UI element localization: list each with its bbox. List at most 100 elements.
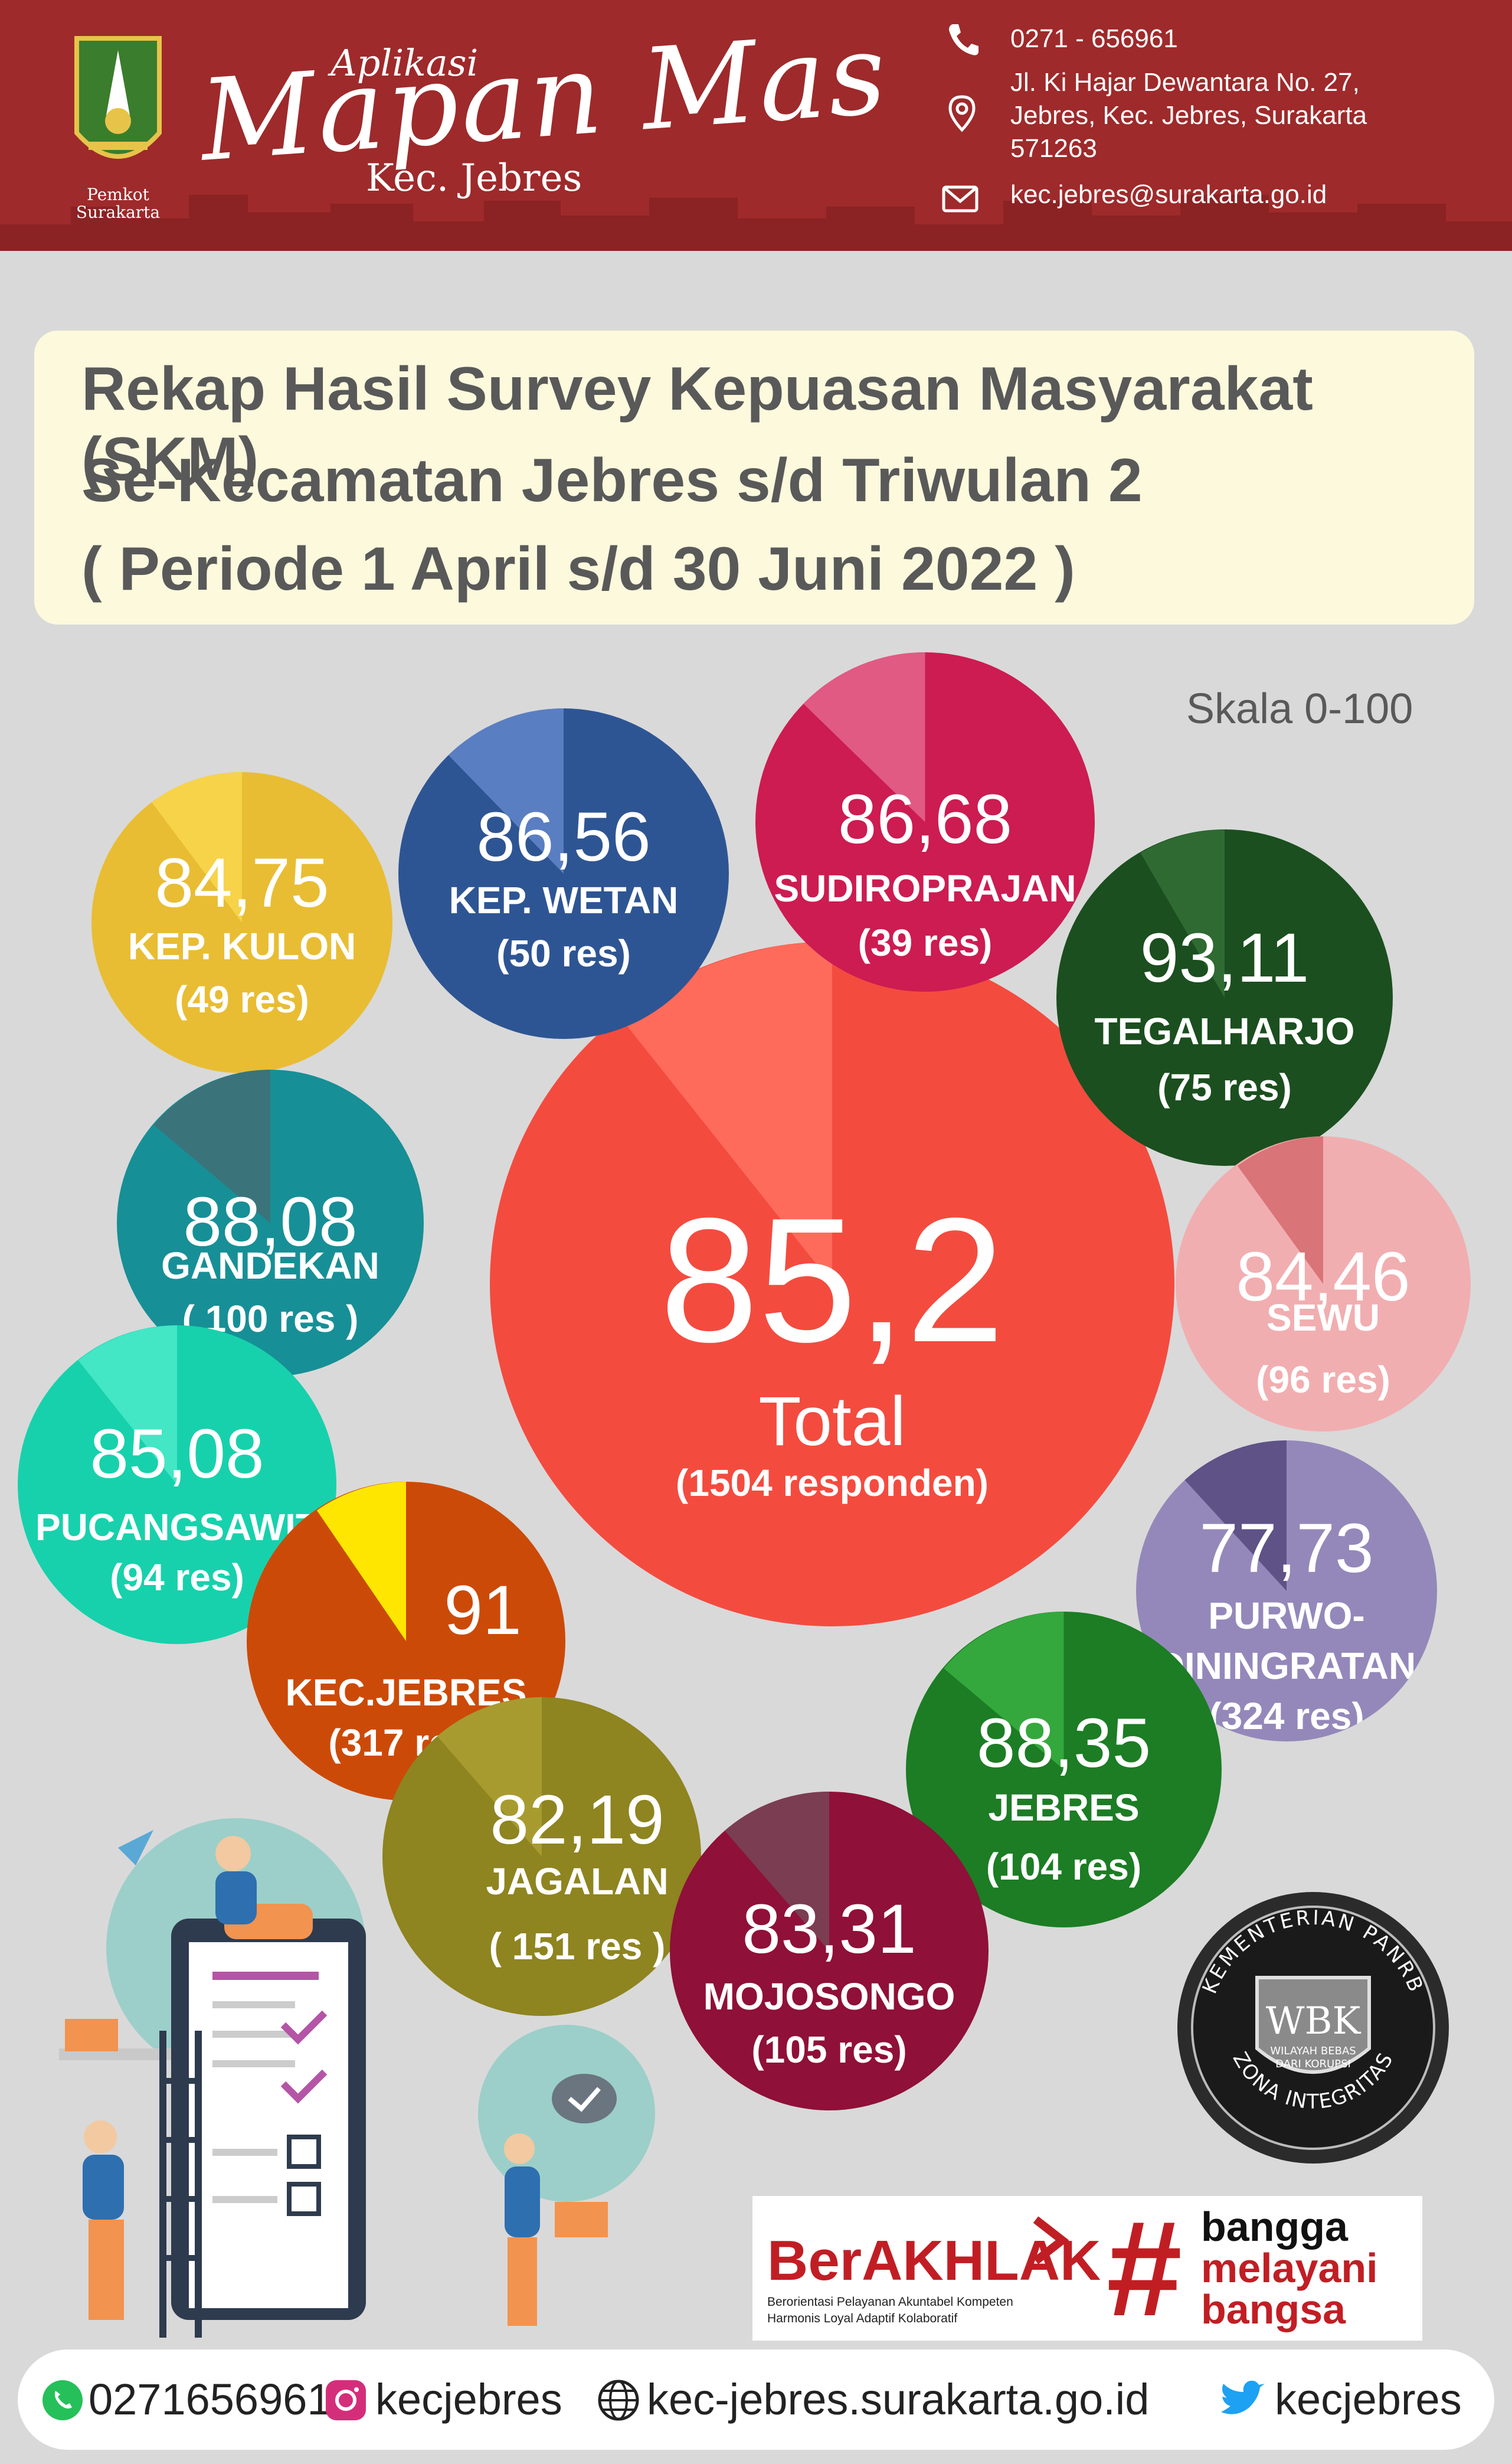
kep-wetan-res: (50 res) — [496, 932, 631, 975]
mojosongo-value: 83,31 — [742, 1890, 917, 1968]
footer-whatsapp[interactable]: 0271656961 — [89, 2375, 332, 2424]
purwodiningratan-res: (324 res) — [1209, 1695, 1364, 1737]
jebres-slice — [944, 1612, 1064, 1770]
kec-jebres-slice — [316, 1482, 406, 1641]
jebres-res: (104 res) — [986, 1845, 1142, 1888]
phone-number: 0271 - 656961 — [1010, 24, 1178, 53]
kep-kulon-value: 84,75 — [155, 844, 329, 922]
sewu-slice — [1238, 1136, 1323, 1284]
total-label: Total — [758, 1383, 906, 1460]
footer-website[interactable]: kec-jebres.surakarta.go.id — [647, 2375, 1150, 2424]
scale-note: Skala 0-100 — [1186, 685, 1413, 733]
pucangsawit-label: PUCANGSAWIT — [35, 1506, 319, 1548]
bubble-jagalan: 82,19 JAGALAN ( 151 res ) — [382, 1697, 701, 2016]
phone-icon — [949, 24, 978, 55]
kep-wetan-slice — [448, 708, 564, 874]
gandekan-slice — [153, 1070, 270, 1223]
crest-label-line2: Surakarta — [76, 202, 161, 222]
footer-instagram[interactable]: kecjebres — [375, 2375, 562, 2424]
survey-illustration — [59, 1818, 655, 2338]
berakhlak-tagline-2: Harmonis Loyal Adaptif Kolaboratif — [767, 2312, 958, 2325]
berakhlak-tagline-1: Berorientasi Pelayanan Akuntabel Kompete… — [767, 2295, 1013, 2309]
bangga-hash: # — [1107, 2192, 1182, 2344]
bubble-sewu: 84,46 SEWU (96 res) — [1176, 1136, 1471, 1432]
jagalan-label: JAGALAN — [486, 1860, 669, 1903]
berakhlak-chevron-icon — [1033, 2216, 1069, 2264]
jebres-value: 88,35 — [976, 1704, 1151, 1782]
kec-jebres-value: 91 — [444, 1571, 522, 1649]
wbk-mark: WBK — [1266, 1999, 1362, 2043]
skyline-decoration — [0, 195, 1512, 251]
jagalan-slice — [436, 1697, 542, 1857]
tegalharjo-res: (75 res) — [1157, 1066, 1292, 1109]
kep-wetan-label: KEP. WETAN — [449, 879, 679, 921]
sudiroprajan-res: (39 res) — [858, 921, 993, 964]
pucangsawit-slice — [78, 1325, 177, 1485]
sewu-label: SEWU — [1266, 1296, 1380, 1339]
sewu-res: (96 res) — [1256, 1358, 1390, 1401]
twitter-icon — [1221, 2380, 1265, 2414]
address-line1: Jl. Ki Hajar Dewantara No. 27, — [1010, 68, 1360, 97]
title-line1: Rekap Hasil Survey Kepuasan Masyarakat (… — [81, 355, 1313, 494]
wbk-badge: KEMENTERIAN PANRB ZONA INTEGRITAS WBK WI… — [1177, 1892, 1449, 2164]
instagram-icon — [326, 2380, 366, 2420]
app-kecamatan: Kec. Jebres — [366, 156, 582, 200]
globe-icon — [598, 2380, 639, 2421]
bubble-mojosongo: 83,31 MOJOSONGO (105 res) — [670, 1792, 989, 2110]
title-line2: Se-Kecamatan Jebres s/d Triwulan 2 — [81, 446, 1143, 515]
address-line3: 571263 — [1010, 134, 1097, 163]
title-box: Rekap Hasil Survey Kepuasan Masyarakat (… — [34, 331, 1474, 625]
mojosongo-slice — [724, 1792, 829, 1951]
jebres-label: JEBRES — [988, 1786, 1140, 1829]
title-line3: ( Periode 1 April s/d 30 Juni 2022 ) — [81, 535, 1075, 603]
wbk-sub-1: WILAYAH BEBAS — [1270, 2045, 1356, 2057]
jagalan-value: 82,19 — [490, 1781, 665, 1859]
kep-kulon-label: KEP. KULON — [127, 925, 356, 968]
gandekan-label: GANDEKAN — [161, 1244, 379, 1287]
tegalharjo-value: 93,11 — [1140, 919, 1310, 997]
kep-wetan-value: 86,56 — [476, 798, 651, 876]
crest-label: Pemkot Surakarta — [47, 186, 189, 221]
purwodiningratan-value: 77,73 — [1199, 1509, 1374, 1587]
pemkot-crest-icon — [74, 36, 162, 159]
sudiroprajan-value: 86,68 — [837, 780, 1013, 858]
gandekan-value: 88,08 — [183, 1183, 358, 1261]
bangga-line3: bangsa — [1201, 2286, 1346, 2332]
bubble-tegalharjo: 93,11 TEGALHARJO (75 res) — [1056, 829, 1393, 1166]
total-value: 85,2 — [660, 1181, 1004, 1379]
crest-label-line1: Pemkot — [87, 185, 149, 204]
wbk-sub-2: DARI KORUPSI — [1275, 2058, 1351, 2070]
header-banner: Pemkot Surakarta Aplikasi Mapan Mas Kec.… — [0, 0, 1512, 251]
bubble-kep-kulon: 84,75 KEP. KULON (49 res) — [91, 772, 392, 1073]
sudiroprajan-label: SUDIROPRAJAN — [774, 867, 1076, 910]
sudiroprajan-slice — [803, 652, 925, 822]
bangga-line2: melayani — [1201, 2245, 1378, 2291]
bubble-sudiroprajan: 86,68 SUDIROPRAJAN (39 res) — [755, 652, 1095, 992]
jagalan-res: ( 151 res ) — [489, 1925, 666, 1968]
bubble-kep-wetan: 86,56 KEP. WETAN (50 res) — [398, 708, 729, 1039]
bubble-purwodiningratan: 77,73 PURWO- DININGRATAN (324 res) — [1136, 1440, 1437, 1741]
sewu-value: 84,46 — [1236, 1238, 1410, 1316]
purwodiningratan-label-1: PURWO- — [1208, 1594, 1365, 1637]
logos-box: BerAKHLAK Berorientasi Pelayanan Akuntab… — [752, 2192, 1422, 2344]
mojosongo-res: (105 res) — [751, 2028, 907, 2071]
kep-kulon-slice — [152, 772, 242, 923]
tegalharjo-label: TEGALHARJO — [1094, 1010, 1355, 1053]
total-bubble-slice — [620, 942, 832, 1284]
total-bubble: 85,2 Total (1504 responden) — [490, 942, 1174, 1626]
app-subtitle: Aplikasi — [330, 41, 479, 84]
footer-twitter[interactable]: kecjebres — [1275, 2375, 1462, 2424]
bubble-gandekan: 88,08 GANDEKAN ( 100 res ) — [117, 1070, 424, 1377]
berakhlak-logo: BerAKHLAK — [767, 2229, 1101, 2292]
whatsapp-icon — [42, 2380, 83, 2420]
location-pin-icon — [948, 95, 976, 132]
total-respondents: (1504 responden) — [676, 1462, 989, 1504]
pucangsawit-res: (94 res) — [110, 1556, 244, 1599]
mail-icon — [942, 185, 978, 213]
address-line2: Jebres, Kec. Jebres, Surakarta — [1010, 101, 1367, 130]
address: Jl. Ki Hajar Dewantara No. 27, Jebres, K… — [1010, 66, 1367, 165]
bangga-line1: bangga — [1201, 2204, 1348, 2250]
mojosongo-label: MOJOSONGO — [703, 1975, 955, 2018]
purwodiningratan-slice — [1184, 1440, 1287, 1591]
email-address: kec.jebres@surakarta.go.id — [1010, 180, 1327, 209]
